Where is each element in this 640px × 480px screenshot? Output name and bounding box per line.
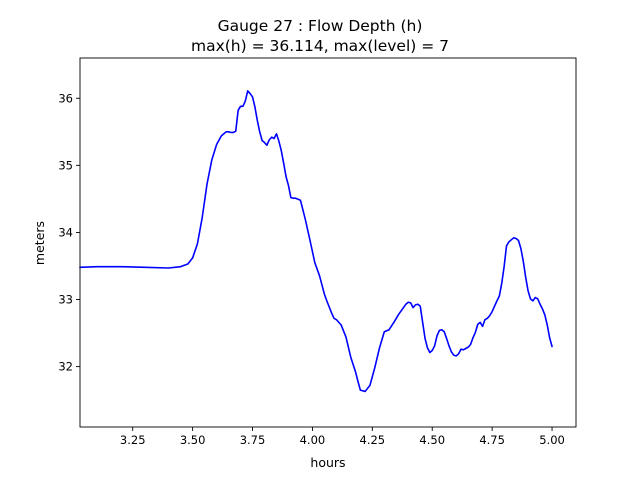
series-line-0: [79, 90, 553, 393]
x-tick-label: 3.50: [180, 433, 206, 447]
x-tick-label: 5.00: [539, 433, 565, 447]
x-tick-label: 4.50: [419, 433, 445, 447]
x-tick-label: 4.25: [360, 433, 386, 447]
x-tick-label: 3.25: [120, 433, 146, 447]
axes-frame: [79, 57, 577, 428]
x-tick-label: 4.75: [479, 433, 505, 447]
y-tick-label: 34: [58, 225, 73, 239]
chart-title: Gauge 27 : Flow Depth (h): [218, 17, 423, 35]
y-tick-label: 36: [58, 91, 73, 105]
x-axis-label: hours: [310, 455, 345, 470]
chart-subtitle: max(h) = 36.114, max(level) = 7: [191, 37, 449, 55]
y-axis-label: meters: [32, 221, 47, 265]
y-tick-label: 33: [58, 293, 73, 307]
y-tick-label: 35: [58, 158, 73, 172]
plot-area: 3.25 3.50 3.75 4.00 4.25 4.50 4.75 5.00 32 33 34 35…: [58, 57, 577, 447]
x-tick-label: 3.75: [240, 433, 266, 447]
y-tick-label: 32: [58, 360, 73, 374]
x-tick-label: 4.00: [300, 433, 326, 447]
